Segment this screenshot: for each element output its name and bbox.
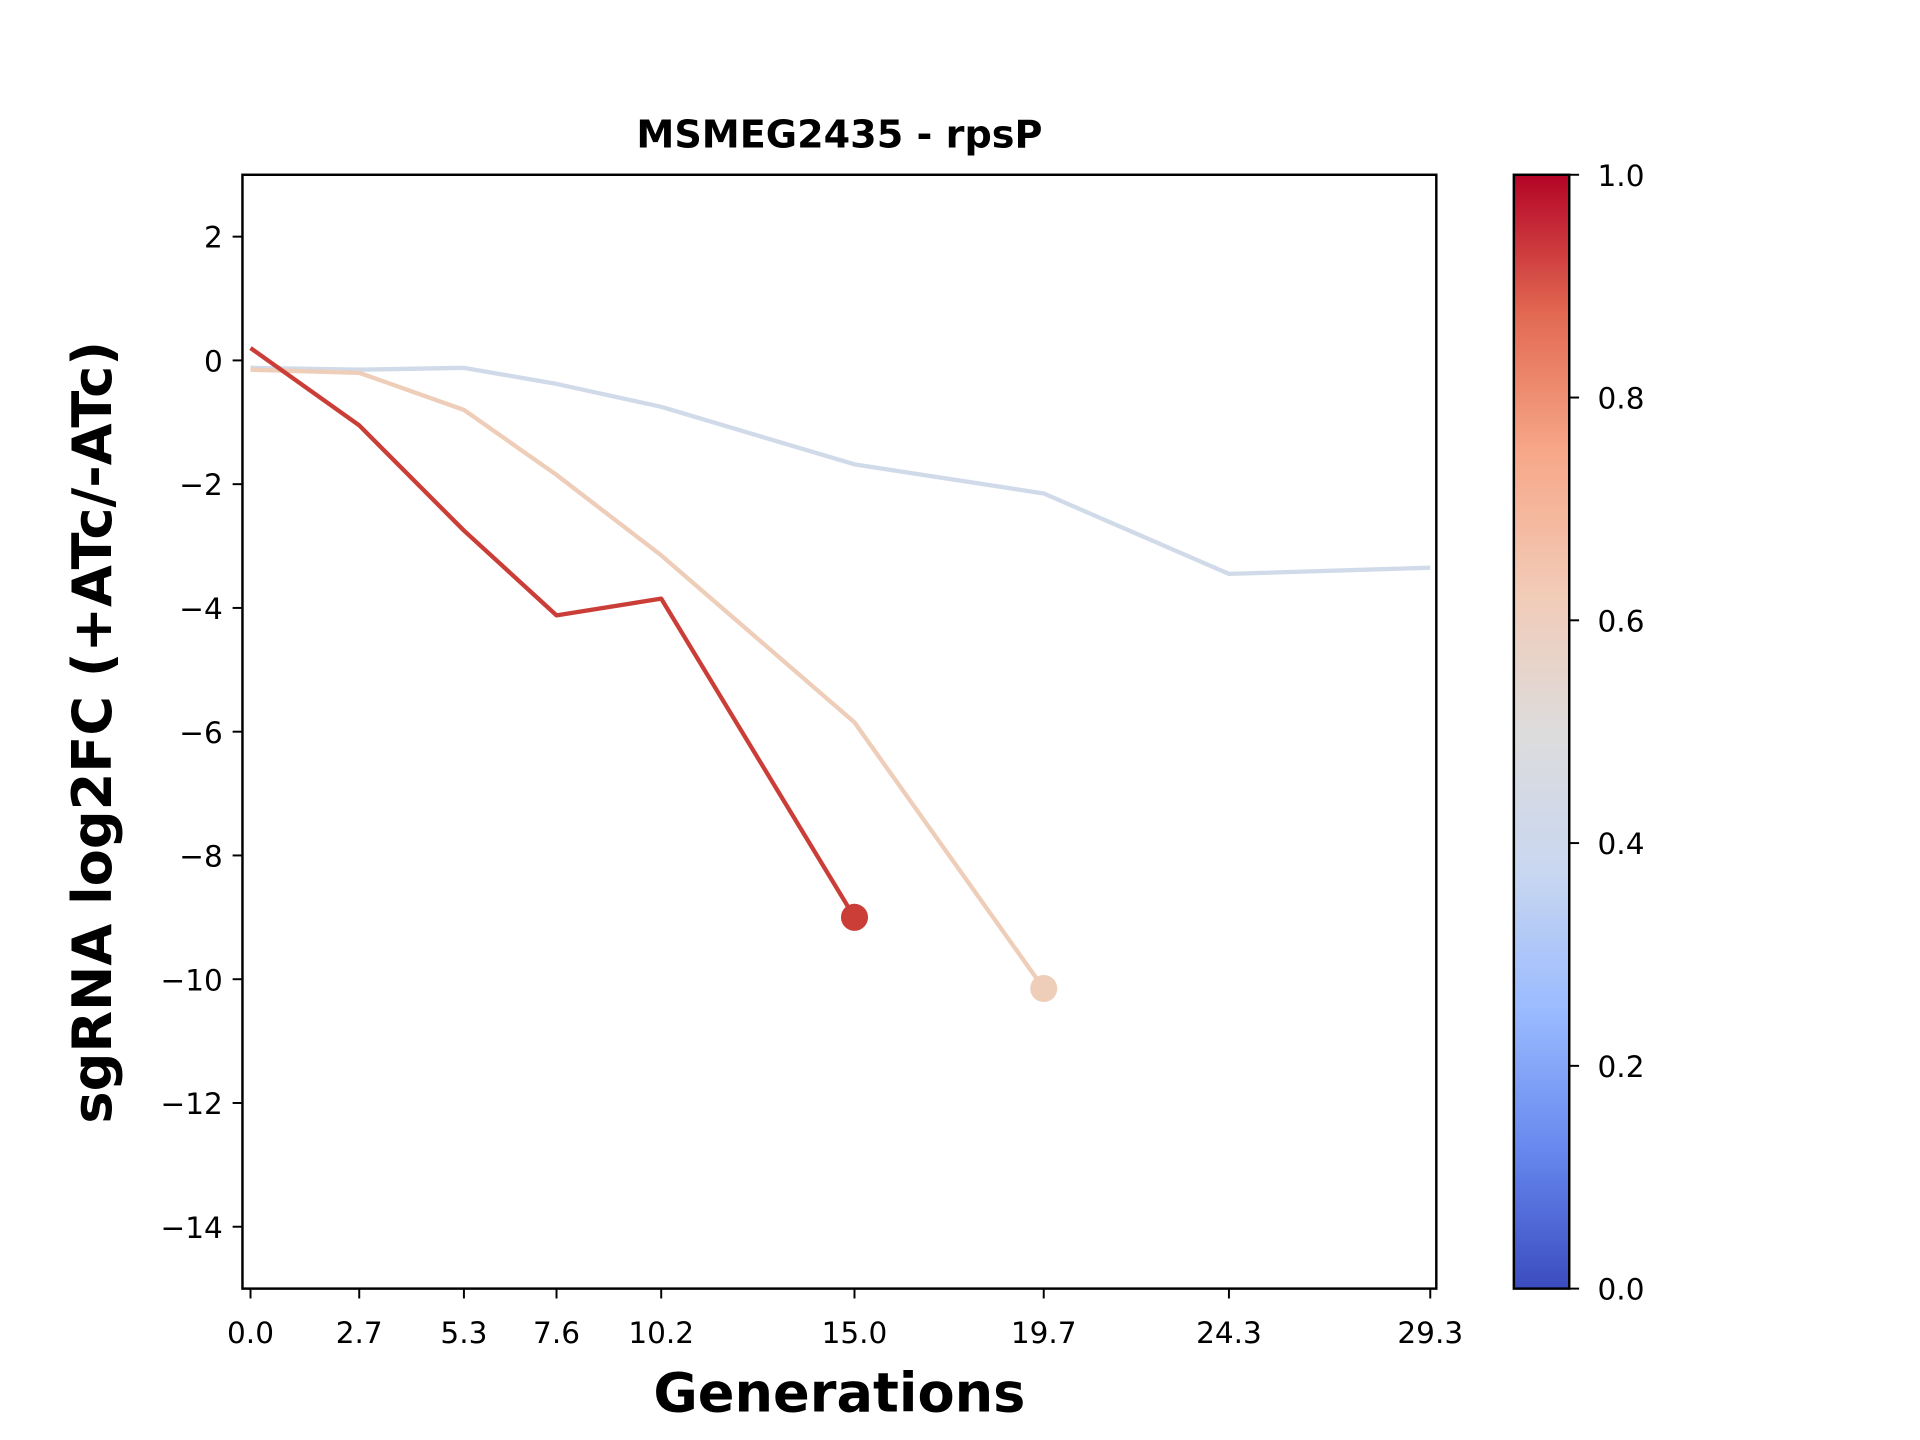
x-tick-label: 19.7: [1011, 1316, 1077, 1350]
x-axis-label: Generations: [653, 1362, 1025, 1425]
x-tick-label: 2.7: [336, 1316, 383, 1350]
y-axis-label: sgRNA log2FC (+ATc/-ATc): [61, 341, 124, 1124]
colorbar-tick-label: 0.6: [1598, 604, 1645, 638]
y-tick-label: −4: [179, 592, 223, 626]
series-line-2: [249, 346, 857, 919]
x-tick-label: 24.3: [1196, 1316, 1262, 1350]
x-tick-label: 0.0: [227, 1316, 274, 1350]
x-axis: 0.0 2.7 5.3 7.6 10.2 15.0 19.7 24.3 29.3: [227, 1288, 1463, 1350]
y-tick-label: −10: [160, 963, 222, 997]
plot-area: [249, 346, 1431, 1003]
colorbar-tick-label: 0.4: [1598, 827, 1645, 861]
chart-title: MSMEG2435 - rpsP: [636, 113, 1042, 157]
y-tick-label: −8: [179, 840, 223, 874]
x-tick-label: 10.2: [628, 1316, 694, 1350]
colorbar-tick-label: 0.2: [1598, 1050, 1645, 1084]
colorbar-tick-label: 1.0: [1598, 159, 1645, 193]
colorbar-tick-label: 0.8: [1598, 382, 1645, 416]
x-tick-label: 7.6: [533, 1316, 580, 1350]
colorbar-gradient: [1512, 173, 1571, 1290]
x-tick-label: 5.3: [440, 1316, 487, 1350]
colorbar: 0.0 0.2 0.4 0.6 0.8 1.0: [1512, 159, 1645, 1307]
y-axis: 2 0 −2 −4 −6 −8 −10 −12 −14: [160, 221, 243, 1245]
y-tick-label: −12: [160, 1087, 222, 1121]
series-line-1: [250, 367, 1046, 990]
series-line-0: [250, 365, 1431, 577]
x-tick-label: 29.3: [1397, 1316, 1463, 1350]
y-tick-label: −6: [179, 716, 223, 750]
series-end-marker-1: [1030, 974, 1058, 1003]
axes-frame: [241, 173, 1438, 1290]
y-tick-label: −14: [160, 1211, 222, 1245]
y-tick-label: 2: [204, 221, 223, 255]
colorbar-tick-label: 0.0: [1598, 1273, 1645, 1307]
y-tick-label: −2: [179, 468, 223, 502]
series-end-marker-2: [840, 903, 869, 931]
y-tick-label: 0: [204, 344, 223, 378]
x-tick-label: 15.0: [822, 1316, 888, 1350]
